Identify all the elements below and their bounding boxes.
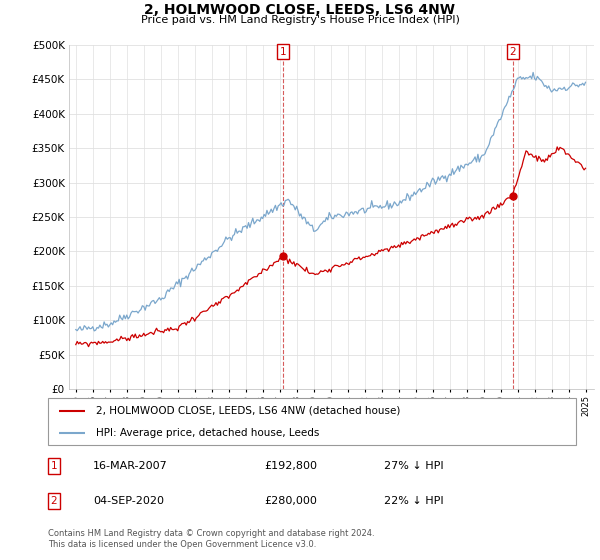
Text: 2, HOLMWOOD CLOSE, LEEDS, LS6 4NW (detached house): 2, HOLMWOOD CLOSE, LEEDS, LS6 4NW (detac…	[95, 406, 400, 416]
Text: 04-SEP-2020: 04-SEP-2020	[93, 496, 164, 506]
Text: 22% ↓ HPI: 22% ↓ HPI	[384, 496, 443, 506]
Text: Price paid vs. HM Land Registry's House Price Index (HPI): Price paid vs. HM Land Registry's House …	[140, 15, 460, 25]
Text: 27% ↓ HPI: 27% ↓ HPI	[384, 461, 443, 471]
Text: £192,800: £192,800	[264, 461, 317, 471]
Text: 16-MAR-2007: 16-MAR-2007	[93, 461, 168, 471]
Text: HPI: Average price, detached house, Leeds: HPI: Average price, detached house, Leed…	[95, 428, 319, 438]
Text: Contains HM Land Registry data © Crown copyright and database right 2024.
This d: Contains HM Land Registry data © Crown c…	[48, 529, 374, 549]
Text: 1: 1	[50, 461, 58, 471]
Text: 2: 2	[50, 496, 58, 506]
Text: 2, HOLMWOOD CLOSE, LEEDS, LS6 4NW: 2, HOLMWOOD CLOSE, LEEDS, LS6 4NW	[145, 3, 455, 17]
Text: 2: 2	[509, 47, 516, 57]
Text: £280,000: £280,000	[264, 496, 317, 506]
Text: 1: 1	[280, 47, 287, 57]
